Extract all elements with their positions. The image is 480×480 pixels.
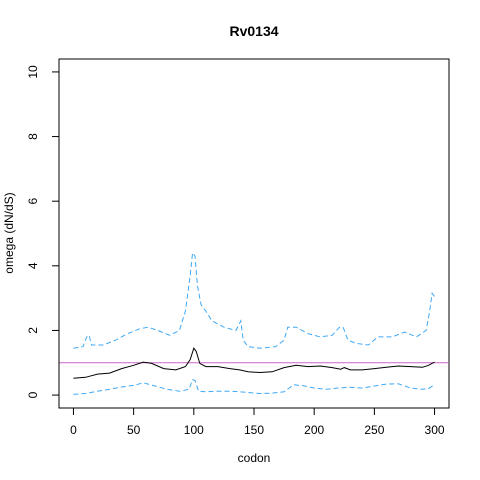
x-tick-label: 0 — [70, 423, 77, 437]
x-tick-label: 50 — [127, 423, 141, 437]
x-axis: 0 50 100 150 200 250 300 — [70, 407, 445, 437]
y-axis-label: omega (dN/dS) — [2, 192, 16, 273]
y-tick-label: 0 — [26, 391, 40, 398]
x-tick-label: 100 — [184, 423, 204, 437]
y-tick-label: 8 — [26, 133, 40, 140]
plot-frame — [58, 58, 450, 409]
y-axis: 0 2 4 6 8 10 — [26, 65, 60, 398]
chart-title: Rv0134 — [229, 23, 278, 39]
x-tick-label: 200 — [304, 423, 324, 437]
y-tick-label: 6 — [26, 198, 40, 205]
x-tick-label: 250 — [364, 423, 384, 437]
series-line-0 — [73, 347, 435, 379]
y-tick-label: 2 — [26, 327, 40, 334]
series-line-1 — [73, 251, 435, 349]
series-line-2 — [73, 378, 435, 395]
x-tick-label: 150 — [244, 423, 264, 437]
x-axis-label: codon — [238, 451, 271, 465]
y-tick-label: 10 — [26, 65, 40, 79]
x-tick-label: 300 — [425, 423, 445, 437]
series-group — [73, 251, 435, 395]
y-tick-label: 4 — [26, 262, 40, 269]
